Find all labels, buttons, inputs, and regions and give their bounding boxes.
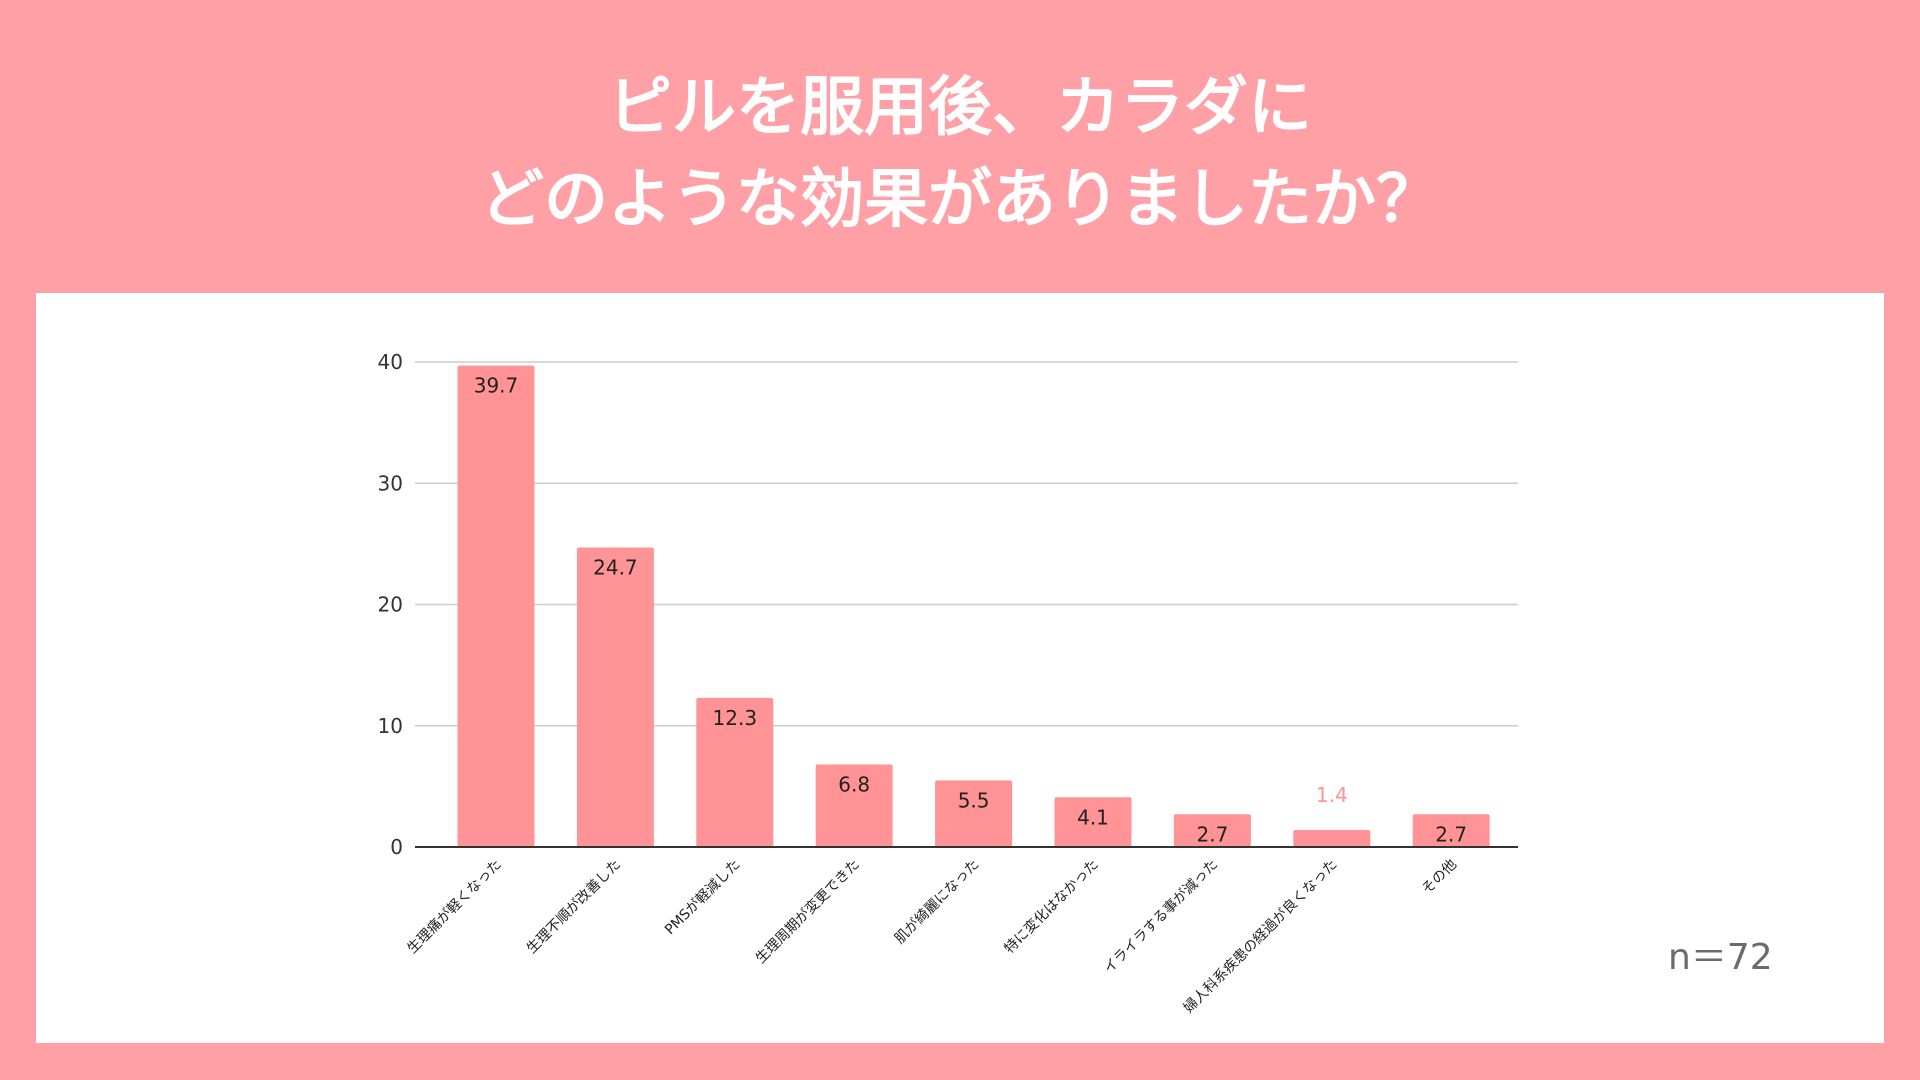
- bar: [576, 547, 654, 847]
- category-label: PMSが軽減した: [661, 856, 743, 938]
- title-line-1: ピルを服用後、カラダに: [608, 71, 1312, 145]
- sample-size-note: n＝72: [1668, 937, 1773, 978]
- data-label: 12.3: [713, 706, 758, 730]
- chart-panel: [36, 293, 1884, 1043]
- bar: [1412, 814, 1490, 847]
- category-label: 特に変化はなかった: [1001, 856, 1102, 957]
- y-tick-label: 10: [378, 714, 403, 738]
- y-tick-label: 40: [378, 350, 403, 374]
- y-tick-label: 30: [378, 471, 403, 495]
- data-label: 24.7: [593, 556, 638, 580]
- chart-title: ピルを服用後、カラダに どのような効果がありましたか？: [0, 62, 1920, 246]
- category-label: 生理不順が改善した: [524, 857, 624, 957]
- y-tick-label: 20: [378, 593, 403, 617]
- bar: [1173, 814, 1251, 847]
- category-label: その他: [1419, 857, 1460, 898]
- data-label: 39.7: [474, 374, 519, 398]
- bar: [815, 764, 893, 847]
- title-line-2: どのような効果がありましたか？: [480, 163, 1440, 237]
- data-label: 2.7: [1435, 822, 1467, 846]
- data-label: 6.8: [838, 773, 870, 797]
- data-label: 2.7: [1196, 822, 1228, 846]
- category-label: 肌が綺麗になった: [892, 857, 983, 948]
- bar: [1054, 797, 1132, 847]
- y-tick-label: 0: [390, 835, 403, 859]
- data-label: 5.5: [958, 788, 990, 812]
- data-label: 4.1: [1077, 805, 1109, 829]
- bar: [457, 365, 535, 847]
- category-label: イライラする事が減った: [1100, 856, 1221, 977]
- category-label: 生理周期が変更できた: [752, 856, 863, 967]
- data-label: 1.4: [1316, 783, 1348, 807]
- bar: [935, 780, 1013, 847]
- bar: [1293, 830, 1371, 847]
- category-label: 生理痛が軽くなった: [404, 856, 505, 957]
- bar: [696, 697, 774, 847]
